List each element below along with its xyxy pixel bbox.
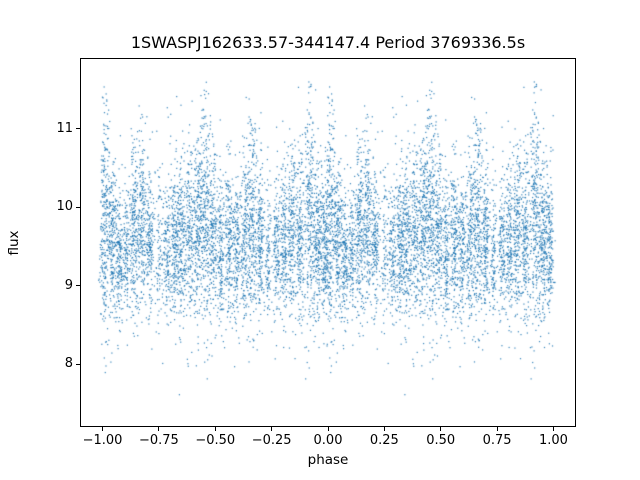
x-tick-label: 0.75 — [482, 433, 512, 448]
y-tick-label: 10 — [56, 199, 73, 215]
x-tick-mark — [214, 427, 216, 431]
x-tick-mark — [440, 427, 442, 431]
x-tick-label: 0.00 — [313, 433, 343, 448]
x-tick-label: 0.25 — [369, 433, 399, 448]
x-tick-label: −0.25 — [251, 433, 292, 448]
x-tick-mark — [383, 427, 385, 431]
x-tick-mark — [552, 427, 554, 431]
y-tick-label: 11 — [56, 120, 73, 136]
chart-title: 1SWASPJ162633.57-344147.4 Period 3769336… — [130, 33, 526, 52]
x-tick-mark — [271, 427, 273, 431]
x-tick-mark — [327, 427, 329, 431]
x-tick-mark — [158, 427, 160, 431]
x-tick-mark — [102, 427, 104, 431]
x-tick-label: −0.50 — [195, 433, 236, 448]
x-tick-mark — [496, 427, 498, 431]
y-tick-mark — [76, 363, 80, 365]
x-tick-label: −0.75 — [138, 433, 179, 448]
y-tick-label: 8 — [64, 356, 73, 372]
y-tick-mark — [76, 128, 80, 130]
x-axis-label: phase — [307, 452, 349, 468]
y-tick-label: 9 — [64, 277, 73, 293]
scatter-points — [80, 58, 576, 427]
x-tick-label: 0.50 — [426, 433, 456, 448]
y-tick-mark — [76, 285, 80, 287]
y-axis-label: flux — [6, 230, 22, 256]
x-tick-label: 1.00 — [538, 433, 568, 448]
y-tick-mark — [76, 206, 80, 208]
x-tick-label: −1.00 — [82, 433, 123, 448]
